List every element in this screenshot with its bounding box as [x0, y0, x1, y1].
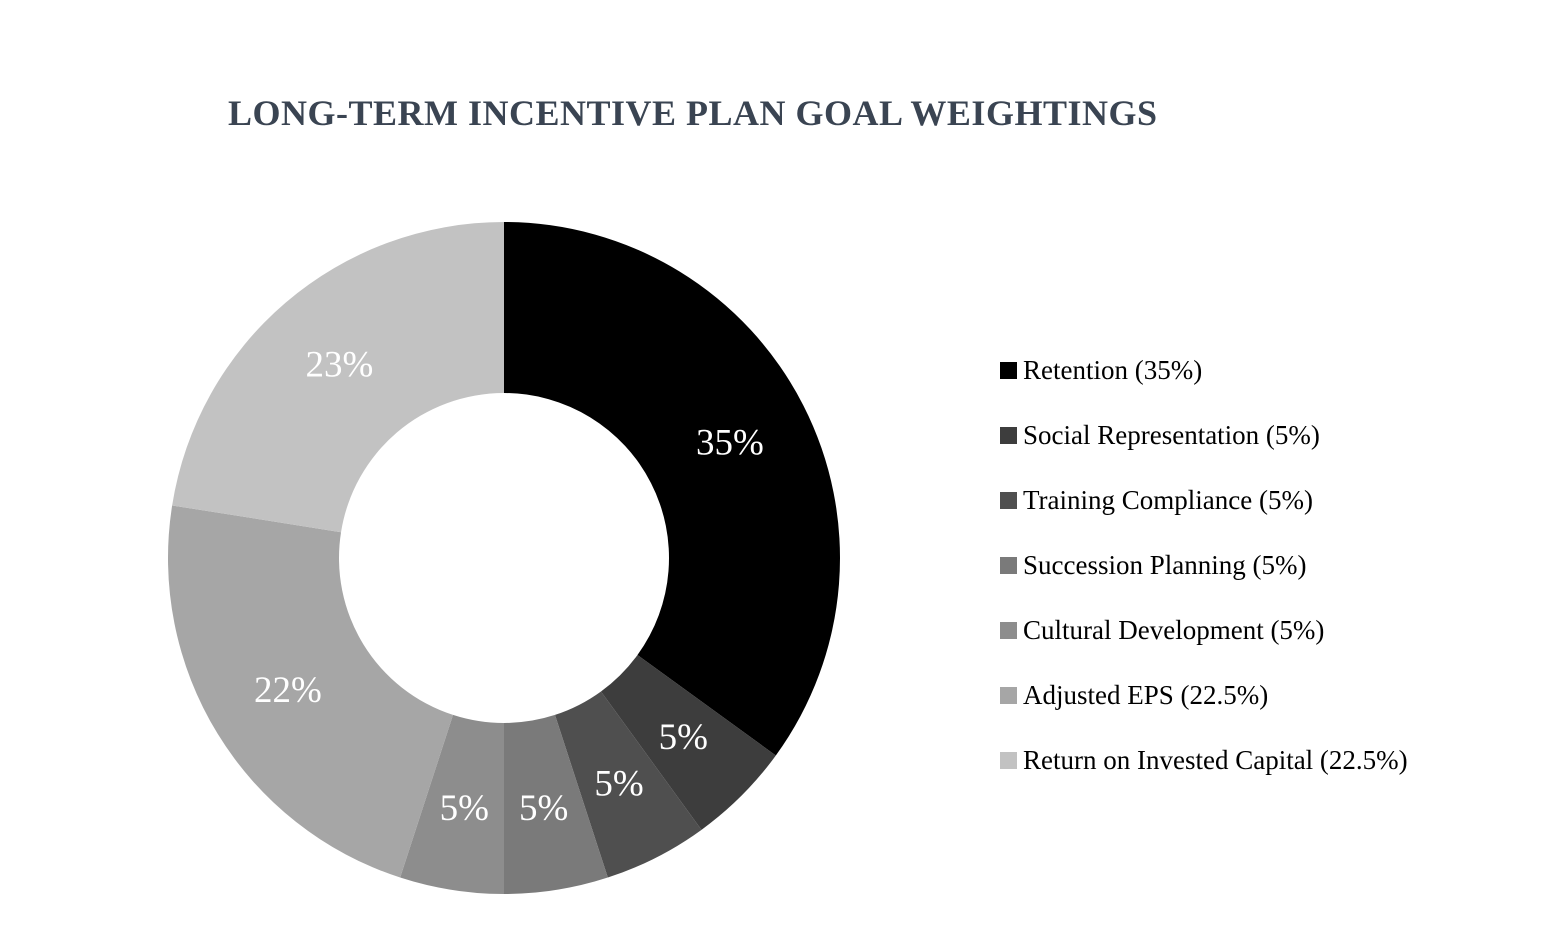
legend-item-retention: Retention (35%) [1000, 338, 1408, 403]
pie-slice-training-compliance [554, 691, 702, 878]
pie-data-label-cultural-development: 5% [440, 788, 489, 829]
pie-data-label-social-representation: 5% [659, 717, 708, 758]
pie-data-label-retention: 35% [696, 422, 764, 463]
legend-label: Succession Planning (5%) [1023, 550, 1307, 580]
legend: Retention (35%) Social Representation (5%… [1000, 338, 1408, 793]
legend-label: Adjusted EPS (22.5%) [1023, 680, 1269, 710]
legend-label: Return on Invested Capital (22.5%) [1023, 745, 1408, 775]
donut-chart: 35% 5% 5% 5% 5% 22% 23% [164, 218, 844, 898]
legend-swatch-icon [1000, 427, 1017, 444]
legend-swatch-icon [1000, 622, 1017, 639]
legend-label: Training Compliance (5%) [1023, 485, 1313, 515]
pie-data-label-training-compliance: 5% [594, 763, 643, 804]
legend-swatch-icon [1000, 752, 1017, 769]
chart-title: LONG-TERM INCENTIVE PLAN GOAL WEIGHTINGS [228, 93, 1158, 133]
donut-chart-svg: 35% 5% 5% 5% 5% 22% 23% [168, 222, 840, 894]
legend-swatch-icon [1000, 557, 1017, 574]
pie-data-label-succession-planning: 5% [519, 788, 568, 829]
legend-item-succession-planning: Succession Planning (5%) [1000, 533, 1408, 598]
legend-item-adjusted-eps: Adjusted EPS (22.5%) [1000, 663, 1408, 728]
legend-item-social-representation: Social Representation (5%) [1000, 403, 1408, 468]
legend-item-return-on-invested-capital: Return on Invested Capital (22.5%) [1000, 728, 1408, 793]
legend-label: Cultural Development (5%) [1023, 615, 1325, 645]
pie-slice-retention [504, 222, 840, 756]
legend-swatch-icon [1000, 362, 1017, 379]
pie-slice-adjusted-eps [168, 505, 454, 878]
pie-data-label-adjusted-eps: 22% [254, 670, 322, 711]
pie-data-label-return-on-invested-capital: 23% [305, 345, 373, 386]
pie-slice-succession-planning [504, 714, 608, 894]
pie-slice-cultural-development [400, 714, 504, 894]
legend-swatch-icon [1000, 687, 1017, 704]
legend-item-cultural-development: Cultural Development (5%) [1000, 598, 1408, 663]
legend-label: Retention (35%) [1023, 355, 1203, 385]
pie-slice-return-on-invested-capital [172, 222, 504, 533]
legend-label: Social Representation (5%) [1023, 420, 1320, 450]
legend-item-training-compliance: Training Compliance (5%) [1000, 468, 1408, 533]
pie-slice-social-representation [600, 654, 776, 830]
legend-swatch-icon [1000, 492, 1017, 509]
